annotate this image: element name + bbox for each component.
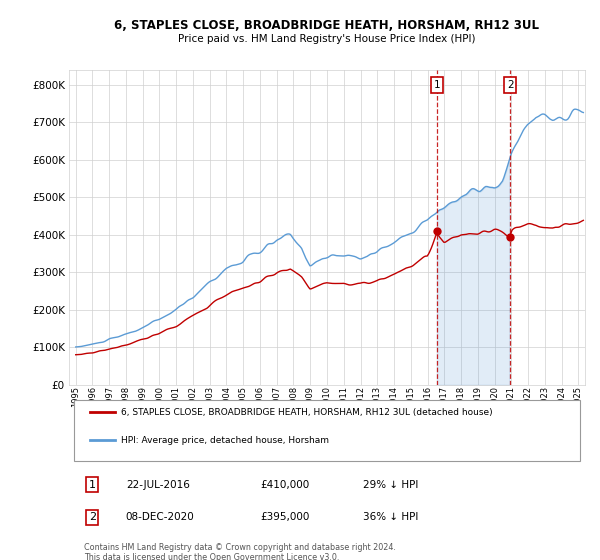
Text: HPI: Average price, detached house, Horsham: HPI: Average price, detached house, Hors…: [121, 436, 329, 445]
Text: £395,000: £395,000: [260, 512, 309, 522]
Text: 36% ↓ HPI: 36% ↓ HPI: [363, 512, 418, 522]
Text: £410,000: £410,000: [260, 480, 309, 490]
Text: 1: 1: [433, 80, 440, 90]
Text: 6, STAPLES CLOSE, BROADBRIDGE HEATH, HORSHAM, RH12 3UL (detached house): 6, STAPLES CLOSE, BROADBRIDGE HEATH, HOR…: [121, 408, 492, 417]
Text: 29% ↓ HPI: 29% ↓ HPI: [363, 480, 418, 490]
Text: 6, STAPLES CLOSE, BROADBRIDGE HEATH, HORSHAM, RH12 3UL: 6, STAPLES CLOSE, BROADBRIDGE HEATH, HOR…: [115, 18, 539, 32]
Text: Contains HM Land Registry data © Crown copyright and database right 2024.
This d: Contains HM Land Registry data © Crown c…: [85, 543, 397, 560]
Text: 08-DEC-2020: 08-DEC-2020: [126, 512, 194, 522]
FancyBboxPatch shape: [74, 400, 580, 461]
Text: 22-JUL-2016: 22-JUL-2016: [126, 480, 190, 490]
Text: 1: 1: [89, 480, 96, 490]
Text: 2: 2: [507, 80, 514, 90]
Text: 2: 2: [89, 512, 96, 522]
Text: Price paid vs. HM Land Registry's House Price Index (HPI): Price paid vs. HM Land Registry's House …: [178, 34, 476, 44]
